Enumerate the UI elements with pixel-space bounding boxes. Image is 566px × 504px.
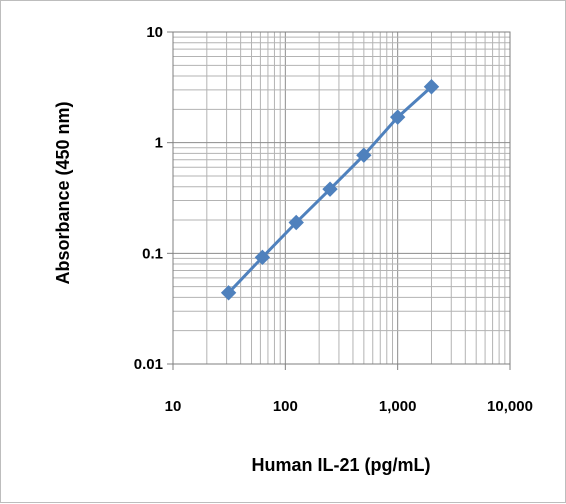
data-point-marker <box>220 285 237 301</box>
x-axis-tick-labels: 10 100 1,000 10,000 <box>165 398 533 415</box>
y-tick-label: 10 <box>146 24 163 41</box>
x-tick-label: 10 <box>165 398 182 415</box>
plot-area-border <box>172 31 511 365</box>
y-tick-label: 0.01 <box>134 356 163 373</box>
y-axis-tick-labels: 0.01 0.1 1 10 <box>134 24 163 373</box>
x-tick-label: 10,000 <box>487 398 533 415</box>
data-point-marker <box>254 249 271 266</box>
y-axis-title: Absorbance (450 nm) <box>53 101 73 284</box>
data-point-marker <box>423 79 440 95</box>
series-layer <box>220 79 440 301</box>
x-tick-label: 1,000 <box>379 398 417 415</box>
data-point-marker <box>389 109 406 125</box>
data-point-marker <box>356 147 372 163</box>
data-point-marker <box>322 181 338 197</box>
data-point-marker <box>288 214 304 231</box>
x-axis-title: Human IL-21 (pg/mL) <box>252 455 431 475</box>
y-tick-label: 1 <box>155 135 163 152</box>
gridlines <box>167 31 511 370</box>
y-tick-label: 0.1 <box>142 245 163 262</box>
x-tick-label: 100 <box>273 398 298 415</box>
